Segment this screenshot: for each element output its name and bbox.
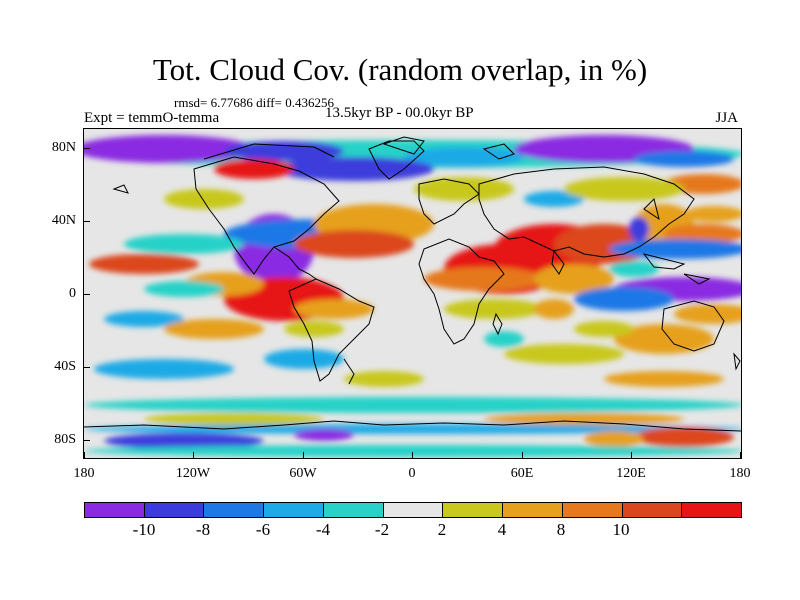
colorbar-swatch (144, 503, 205, 517)
period-label: 13.5kyr BP - 00.0kyr BP (325, 105, 474, 121)
experiment-label: Expt = temmO-temma (84, 110, 220, 126)
x-tick-label: 180 (729, 466, 751, 481)
y-tick-mark (84, 440, 90, 441)
colorbar-swatch (682, 503, 742, 517)
y-tick-label: 80N (51, 140, 76, 155)
x-tick-label: 60E (510, 466, 534, 481)
map-field (84, 129, 741, 458)
x-tick-mark (303, 452, 304, 458)
x-tick-mark (631, 452, 632, 458)
colorbar-swatch (383, 503, 444, 517)
x-tick-label: 120E (616, 466, 646, 481)
y-tick-label: 40N (51, 213, 76, 228)
y-tick-mark (84, 367, 90, 368)
colorbar-label: -2 (374, 520, 390, 539)
colorbar-swatch (622, 503, 683, 517)
x-tick-label: 0 (408, 466, 416, 481)
colorbar-swatch (323, 503, 384, 517)
colorbar-label: -8 (195, 520, 211, 539)
y-tick-label: 40S (54, 359, 76, 374)
colorbar-swatch (503, 503, 563, 517)
colorbar-label: 2 (437, 520, 447, 539)
coastlines (84, 136, 741, 432)
colorbar-label: -4 (315, 520, 331, 539)
colorbar (84, 502, 742, 518)
stats-label: rmsd= 6.77686 diff= 0.436256 (174, 95, 334, 110)
colorbar-label: 10 (612, 520, 630, 539)
y-tick-mark (84, 148, 90, 149)
colorbar-label: 4 (497, 520, 507, 539)
colorbar-label: -6 (255, 520, 271, 539)
x-tick-mark (740, 452, 741, 458)
x-tick-mark (522, 452, 523, 458)
x-tick-mark (412, 452, 413, 458)
colorbar-swatch (562, 503, 623, 517)
x-tick-label: 180 (73, 466, 95, 481)
y-tick-label: 0 (69, 286, 76, 301)
cloud-cover-map (84, 129, 741, 458)
x-tick-mark (84, 452, 85, 458)
x-tick-label: 60W (289, 466, 317, 481)
x-tick-label: 120W (175, 466, 211, 481)
colorbar-label: -10 (132, 520, 156, 539)
y-tick-mark (84, 294, 90, 295)
colorbar-swatch (204, 503, 265, 517)
colorbar-label: 8 (556, 520, 566, 539)
y-tick-mark (84, 221, 90, 222)
colorbar-swatch (443, 503, 504, 517)
x-tick-mark (193, 452, 194, 458)
map-title: Tot. Cloud Cov. (random overlap, in %) (152, 52, 648, 87)
colorbar-swatch (85, 503, 145, 517)
season-label: JJA (715, 110, 738, 126)
colorbar-swatch (264, 503, 324, 517)
y-tick-label: 80S (54, 432, 76, 447)
